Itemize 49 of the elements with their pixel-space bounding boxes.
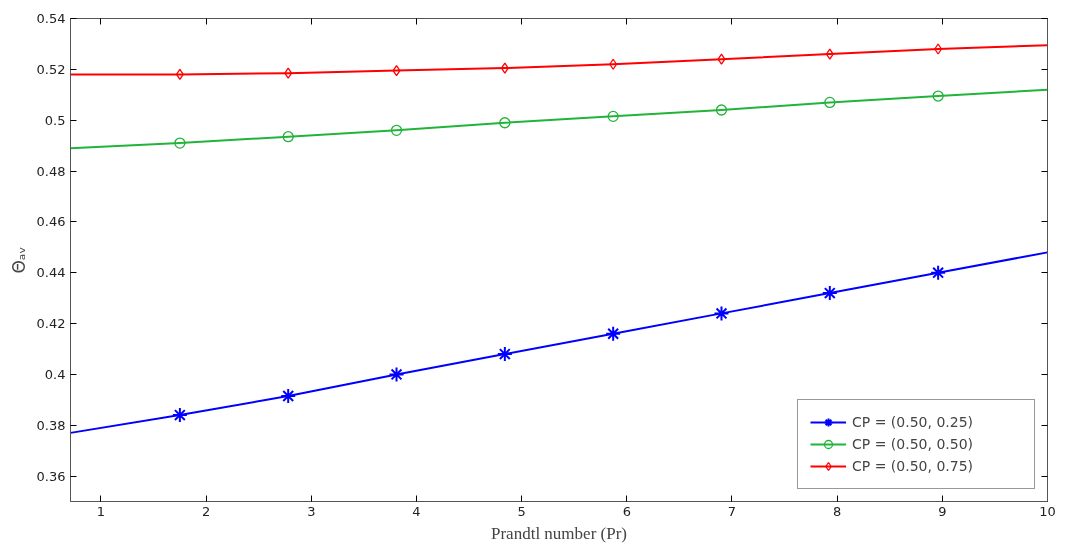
legend-label: CP = (0.50, 0.75): [852, 458, 975, 474]
point: [930, 264, 947, 281]
x-tick-label: 10: [1039, 503, 1056, 519]
legend-label: CP = (0.50, 0.50): [852, 436, 975, 452]
point: [605, 325, 622, 342]
y-tick-label: 0.44: [36, 265, 66, 281]
y-tick-label: 0.4: [44, 366, 66, 382]
legend-label: CP = (0.50, 0.25): [852, 414, 975, 430]
x-tick-label: 7: [727, 503, 737, 519]
point: [284, 67, 293, 79]
point: [496, 346, 513, 363]
y-tick-label: 0.5: [44, 112, 66, 128]
x-tick-label: 4: [412, 503, 421, 519]
x-tick-label: 6: [622, 503, 631, 519]
x-tick-label: 8: [833, 503, 842, 519]
x-tick-label: 9: [938, 503, 947, 519]
y-tick-label: 0.52: [36, 61, 66, 77]
y-tick-label: 0.42: [36, 316, 66, 332]
point: [171, 407, 188, 424]
point: [174, 137, 186, 149]
point: [609, 58, 618, 70]
y-tick-label: 0.36: [36, 468, 66, 484]
point: [282, 131, 294, 143]
point: [390, 124, 403, 136]
y-axis-title: Θₐᵥ: [8, 246, 29, 274]
point: [715, 104, 728, 116]
point: [607, 110, 619, 123]
point: [825, 48, 834, 60]
y-tick-label: 0.46: [36, 214, 66, 230]
y-tick-label: 0.54: [36, 11, 66, 26]
point: [824, 96, 836, 109]
point: [821, 285, 838, 302]
x-tick-label: 3: [307, 503, 316, 519]
y-tick-label: 0.38: [36, 417, 66, 433]
x-axis-title: Prandtl number (Pr): [491, 523, 627, 543]
point: [717, 53, 726, 65]
point: [932, 90, 944, 102]
x-tick-label: 2: [202, 503, 211, 519]
point: [499, 117, 511, 129]
y-tick-label: 0.48: [36, 163, 66, 179]
x-tick-label: 5: [517, 503, 526, 519]
point: [388, 366, 405, 383]
point: [280, 388, 297, 404]
point: [934, 43, 943, 55]
point: [713, 305, 730, 322]
line-series: [70, 88, 1048, 150]
line-series: [70, 251, 1048, 434]
x-tick-label: 1: [96, 503, 106, 519]
point: [500, 62, 509, 74]
